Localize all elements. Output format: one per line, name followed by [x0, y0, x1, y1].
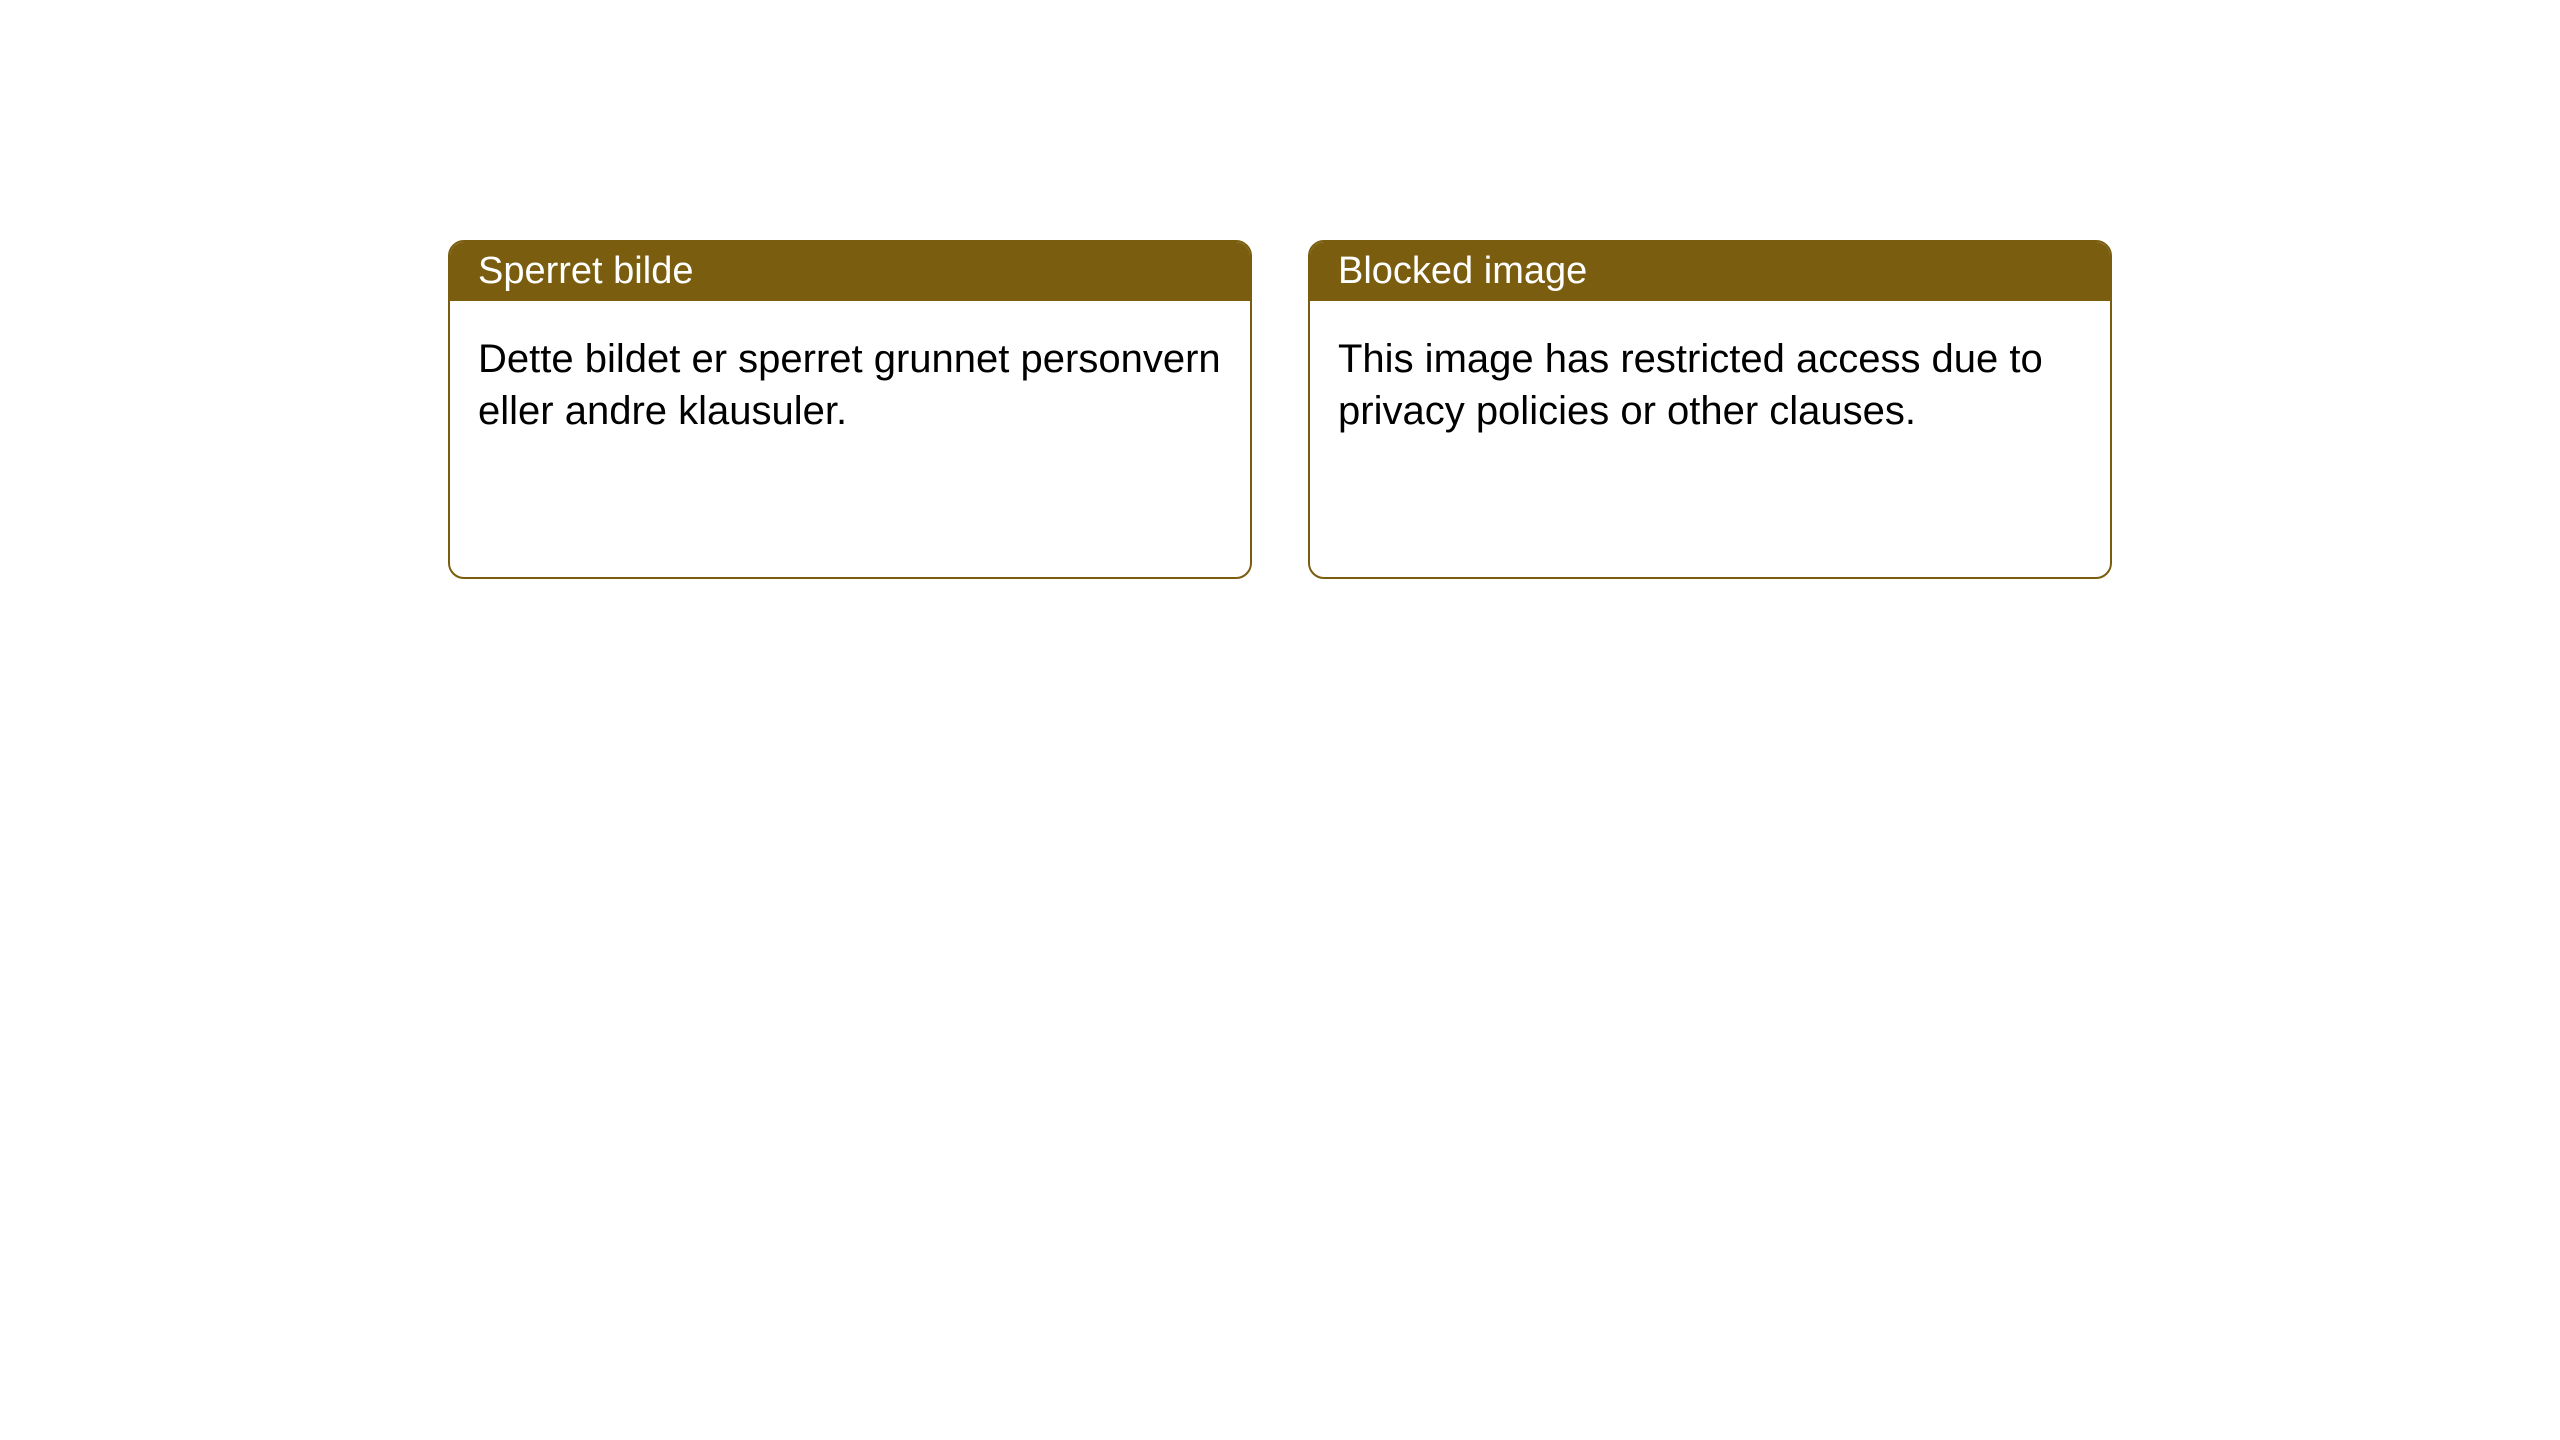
notice-title: Sperret bilde [478, 250, 693, 292]
notice-body-norwegian: Dette bildet er sperret grunnet personve… [450, 301, 1250, 577]
notice-card-norwegian: Sperret bilde Dette bildet er sperret gr… [448, 240, 1252, 579]
notice-title: Blocked image [1338, 250, 1587, 292]
notice-body-english: This image has restricted access due to … [1310, 301, 2110, 577]
notice-container: Sperret bilde Dette bildet er sperret gr… [0, 0, 2560, 579]
notice-message: This image has restricted access due to … [1338, 337, 2043, 433]
notice-message: Dette bildet er sperret grunnet personve… [478, 337, 1221, 433]
notice-card-english: Blocked image This image has restricted … [1308, 240, 2112, 579]
notice-header-english: Blocked image [1310, 242, 2110, 301]
notice-header-norwegian: Sperret bilde [450, 242, 1250, 301]
